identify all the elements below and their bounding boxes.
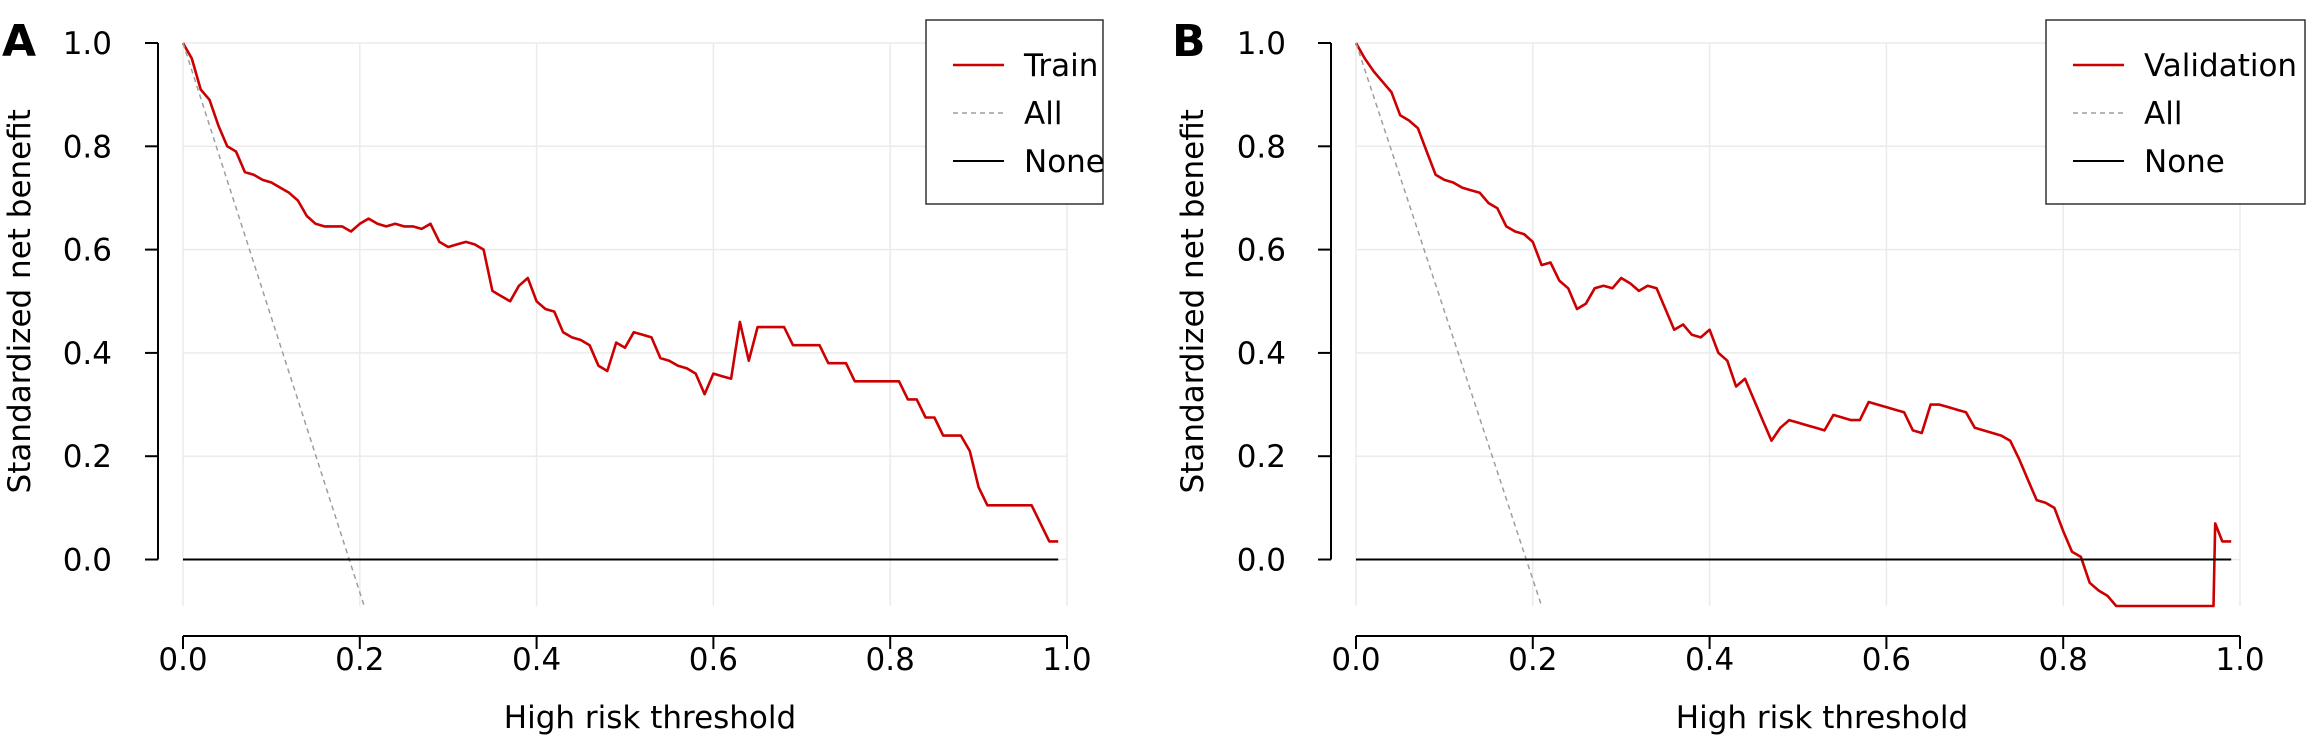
x-tick-label: 0.8	[866, 642, 915, 678]
x-tick-label: 0.6	[1862, 642, 1911, 678]
series-group	[181, 42, 1059, 607]
x-tick-label: 1.0	[1042, 642, 1091, 678]
legend-label-train: Train	[1023, 48, 1098, 84]
chart-panel-a: A 0.0 0.2 0.4 0.6 0.8 1.0 0.0 0.2 0.4 0.6 0.8 1.0 Hig…	[2, 16, 1105, 736]
x-tick-label: 0.4	[1685, 642, 1734, 678]
x-tick-label: 1.0	[2215, 642, 2264, 678]
x-tick-label: 0.2	[1508, 642, 1557, 678]
x-axis-title: High risk threshold	[504, 700, 796, 736]
x-tick-label: 0.6	[689, 642, 738, 678]
y-tick-label: 0.8	[1237, 129, 1286, 165]
legend-label-none: None	[1024, 144, 1105, 180]
y-tick-label: 0.8	[63, 129, 112, 165]
y-tick-label: 0.0	[1237, 543, 1286, 579]
y-tick-label: 0.4	[1237, 336, 1286, 372]
y-tick-label: 1.0	[63, 26, 112, 62]
x-tick-label: 0.2	[335, 642, 384, 678]
y-tick-label: 0.6	[1237, 233, 1286, 269]
legend-label-all: All	[2144, 96, 2182, 132]
legend-label-all: All	[1024, 96, 1062, 132]
y-tick-label: 0.2	[63, 439, 112, 475]
x-tick-label: 0.4	[512, 642, 561, 678]
series-line-all	[1355, 42, 1543, 607]
y-tick-label: 0.2	[1237, 439, 1286, 475]
legend-label-none: None	[2144, 144, 2225, 180]
y-axis-title: Standardized net benefit	[2, 109, 38, 493]
y-axis-title: Standardized net benefit	[1175, 109, 1211, 493]
y-tick-label: 0.4	[63, 336, 112, 372]
legend-label-validation: Validation	[2144, 48, 2297, 84]
x-tick-label: 0.0	[1331, 642, 1380, 678]
y-tick-label: 0.0	[63, 543, 112, 579]
chart-panel-b: B 0.0 0.2 0.4 0.6 0.8 1.0 0.0 0.2 0.4 0.6 0.8 1.0 Hig…	[1172, 16, 2306, 736]
legend-box	[2045, 19, 2306, 205]
y-tick-label: 1.0	[1237, 26, 1286, 62]
y-tick-label: 0.6	[63, 233, 112, 269]
legend: Validation All None	[2045, 19, 2306, 205]
x-axis-title: High risk threshold	[1676, 700, 1968, 736]
series-line-all	[182, 42, 365, 607]
series-group	[1354, 42, 2232, 608]
panel-label: A	[2, 16, 36, 67]
series-line-train	[181, 42, 1059, 543]
x-tick-label: 0.8	[2039, 642, 2088, 678]
legend-box	[925, 19, 1104, 205]
legend: Train All None	[925, 19, 1105, 205]
panel-label: B	[1172, 16, 1206, 67]
x-tick-label: 0.0	[158, 642, 207, 678]
series-line-validation	[1354, 42, 2232, 608]
